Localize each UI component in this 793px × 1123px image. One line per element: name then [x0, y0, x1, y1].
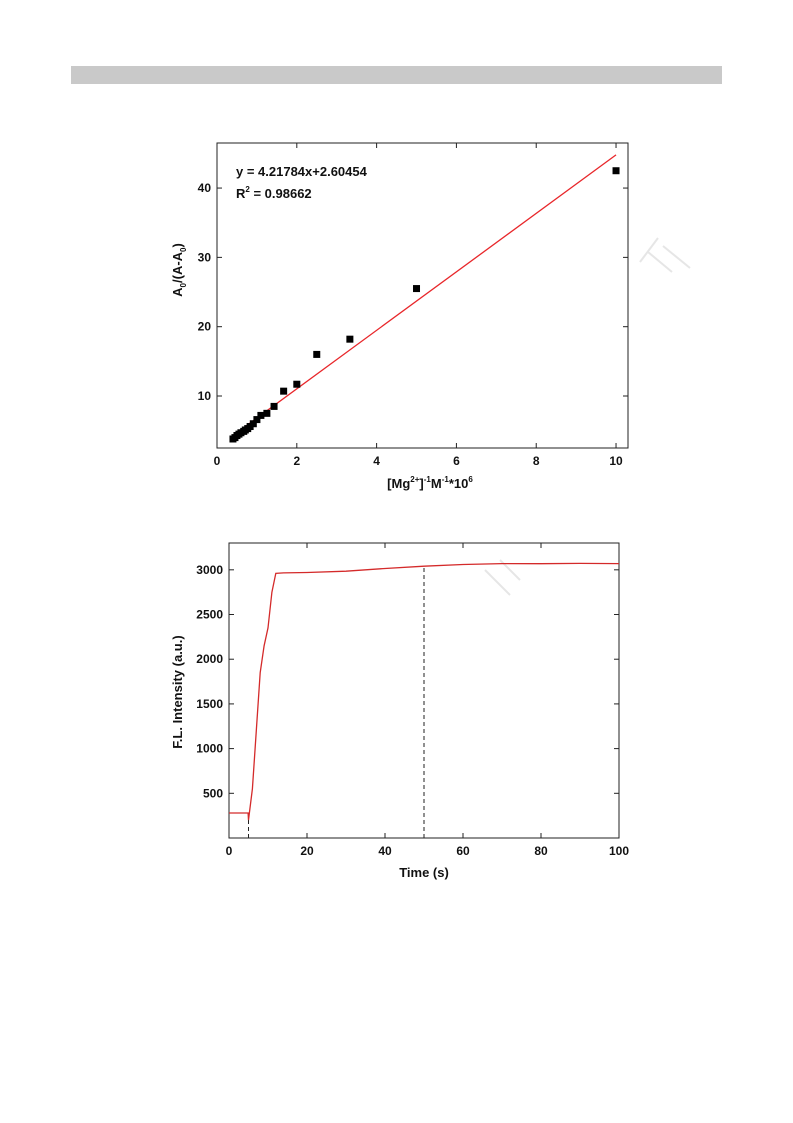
fluorescence-time-chart: 0 20 40 60 80 100 500 1000 1500 2000 2500 3000 Tim… [170, 542, 629, 880]
x-tick-label: 20 [300, 844, 314, 858]
double-reciprocal-chart: 0 2 4 6 8 10 10 20 30 40 y = 4.21784x+2.60454 R2… [170, 142, 629, 491]
data-point [257, 411, 265, 419]
y-tick-label: 2000 [196, 652, 223, 666]
x-tick-label: 6 [453, 454, 460, 468]
y-tick-label: 500 [203, 786, 223, 800]
data-point [280, 387, 288, 395]
data-point [263, 409, 271, 417]
y-axis-label: F.L. Intensity (a.u.) [170, 635, 185, 748]
y-tick-label: 3000 [196, 563, 223, 577]
x-tick-label: 10 [609, 454, 623, 468]
r-squared: R2 = 0.98662 [236, 185, 312, 201]
x-tick-label: 100 [609, 844, 629, 858]
data-point [612, 167, 620, 175]
y-axis-label: A0/(A-A0) [170, 243, 188, 297]
y-tick-label: 1000 [196, 742, 223, 756]
x-axis-label: [Mg2+]-1M-1*106 [387, 475, 473, 491]
x-tick-label: 0 [214, 454, 221, 468]
x-tick-label: 0 [226, 844, 233, 858]
x-tick-label: 4 [373, 454, 380, 468]
fit-line [232, 154, 617, 437]
fit-equation: y = 4.21784x+2.60454 [236, 164, 368, 179]
x-tick-label: 80 [534, 844, 548, 858]
plot-frame [216, 142, 629, 449]
x-tick-label: 8 [533, 454, 540, 468]
intensity-trace [229, 562, 620, 821]
y-tick-label: 10 [198, 389, 212, 403]
y-tick-label: 40 [198, 181, 212, 195]
y-tick-label: 20 [198, 320, 212, 334]
y-tick-label: 30 [198, 250, 212, 264]
data-point [313, 350, 321, 358]
data-point [249, 420, 257, 428]
y-tick-label: 1500 [196, 697, 223, 711]
data-point [413, 285, 421, 293]
x-tick-label: 2 [293, 454, 300, 468]
header-bar [71, 66, 722, 84]
data-point [293, 380, 301, 388]
data-point [270, 402, 278, 410]
x-tick-label: 60 [456, 844, 470, 858]
y-tick-label: 2500 [196, 608, 223, 622]
data-point [253, 416, 261, 424]
data-point [346, 335, 354, 343]
x-axis-label: Time (s) [399, 865, 449, 880]
x-tick-label: 40 [378, 844, 392, 858]
